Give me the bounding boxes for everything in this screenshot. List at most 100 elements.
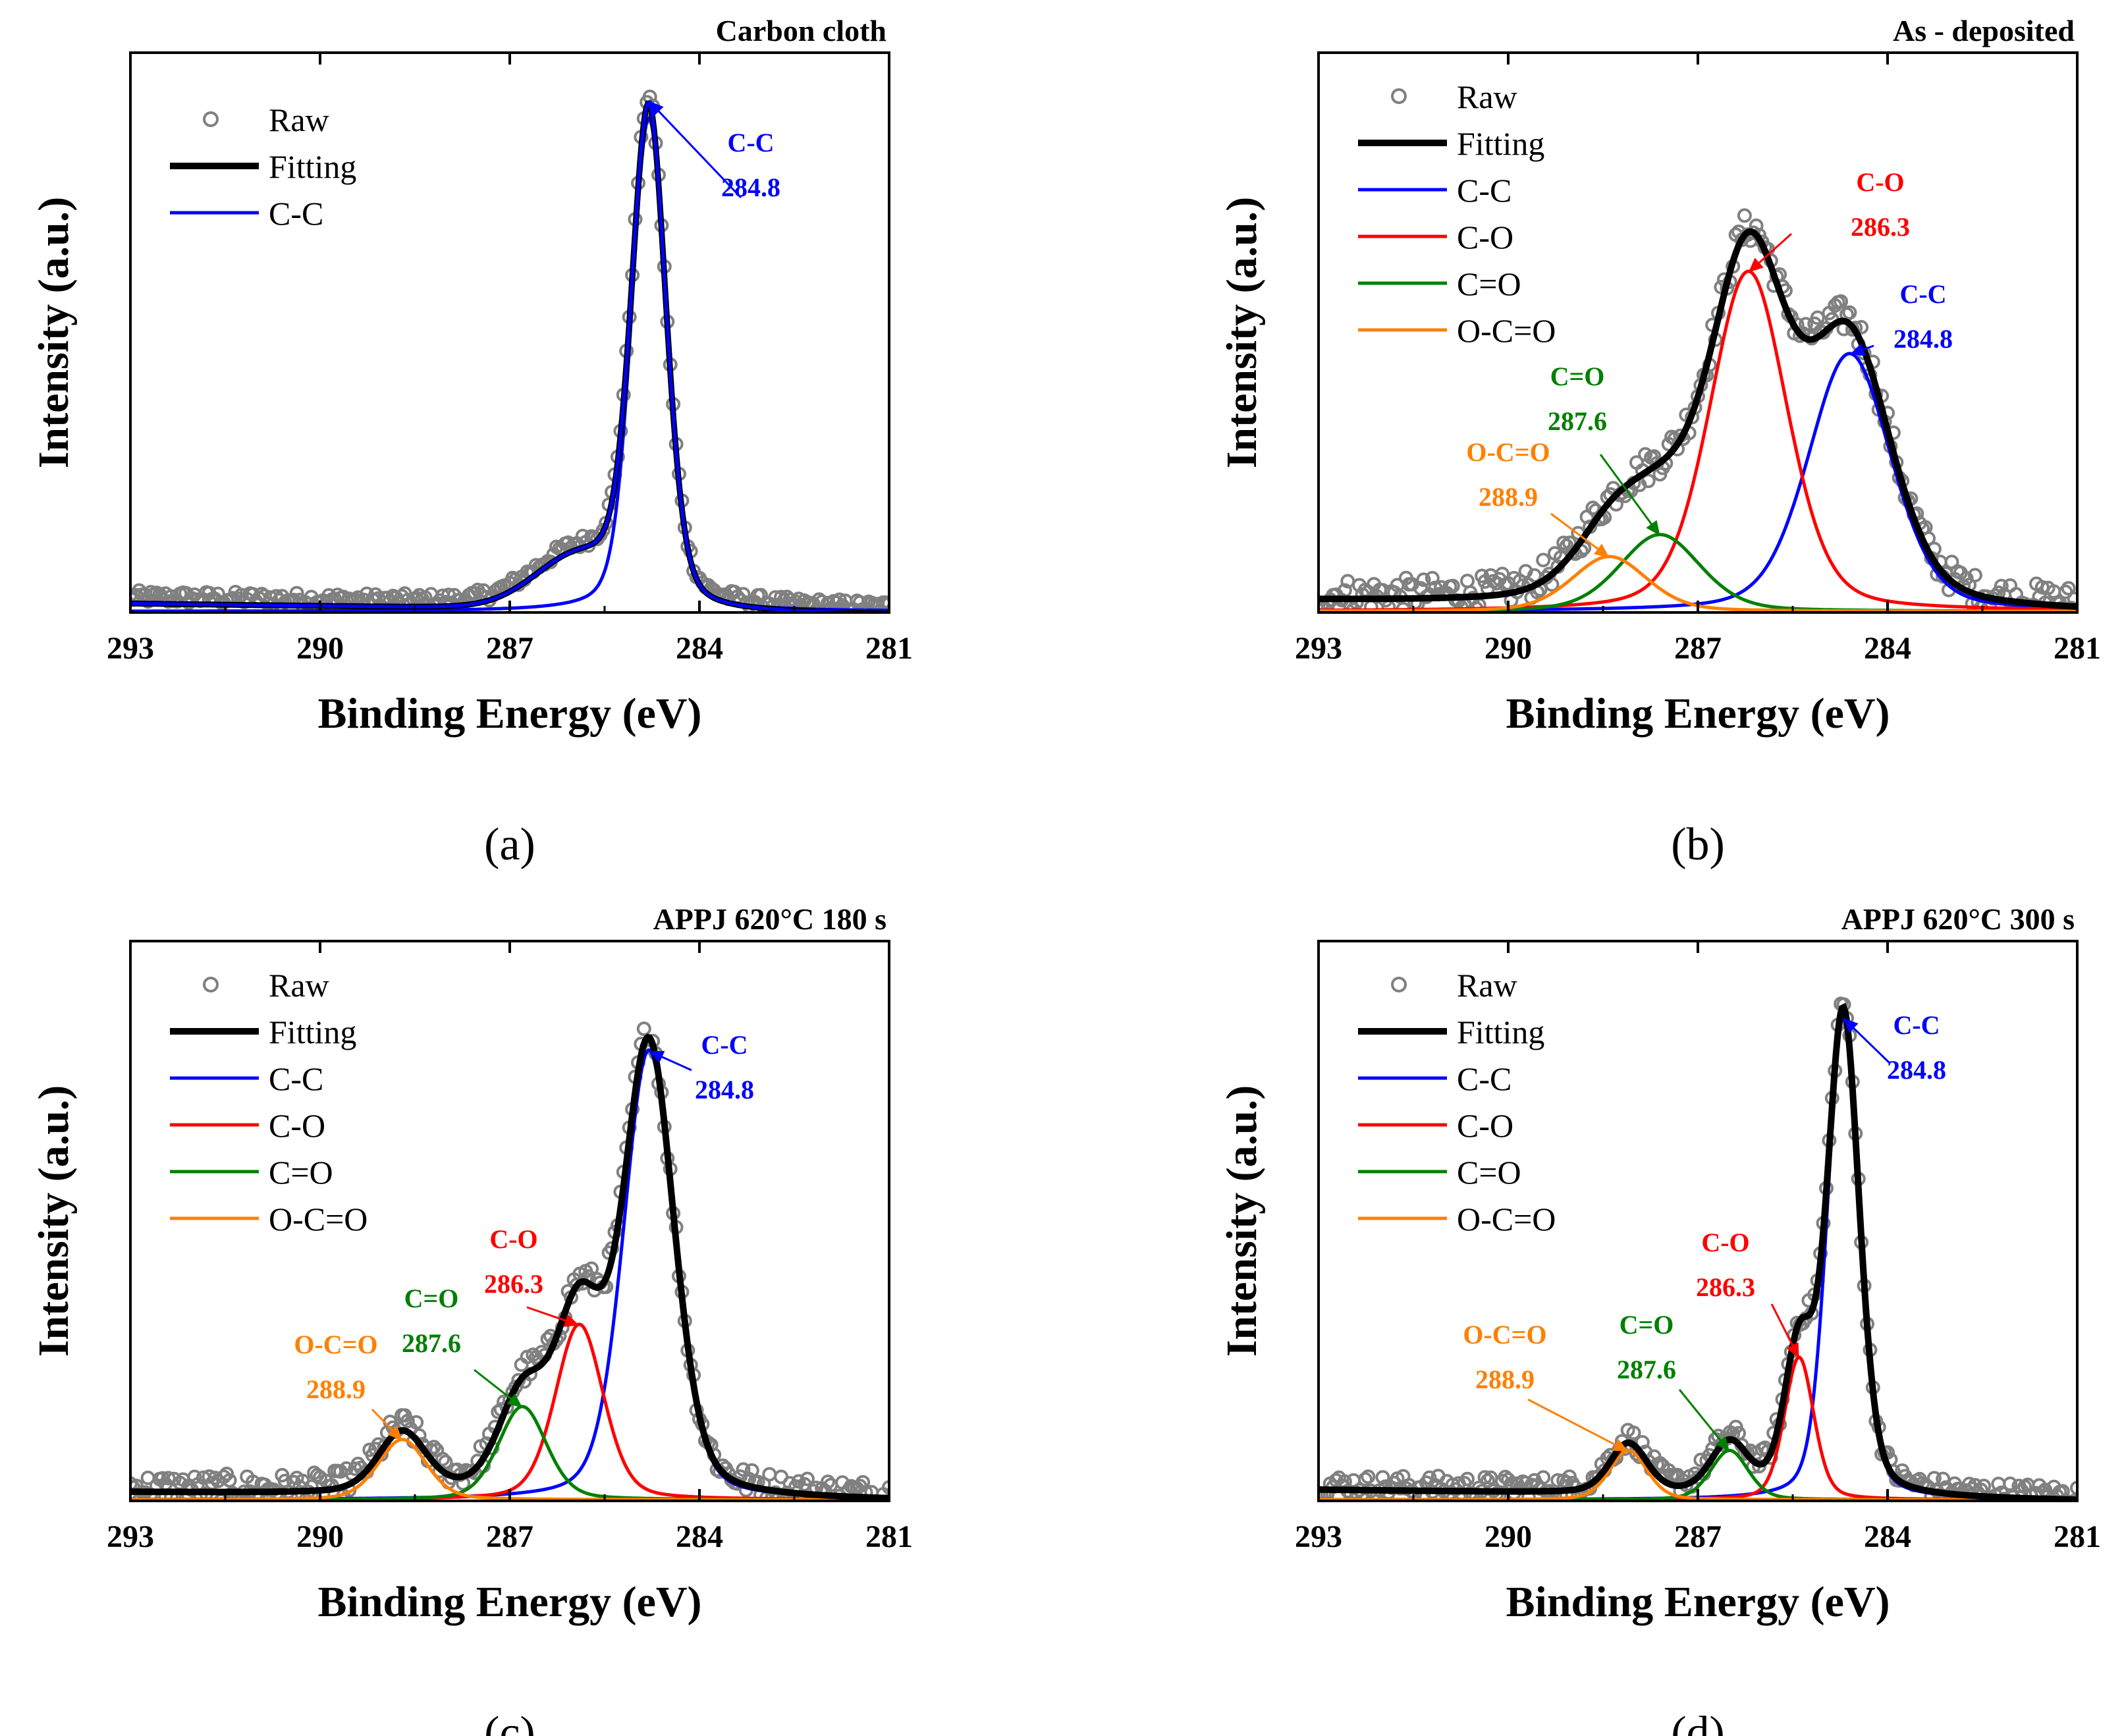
raw-point [1445, 578, 1460, 593]
annotation-value: 287.6 [402, 1328, 461, 1358]
annotation-arrow [648, 100, 742, 199]
annotation-arrowhead [1849, 343, 1866, 356]
raw-point [409, 1415, 424, 1430]
legend-label: O-C=O [1457, 312, 1556, 349]
raw-point [161, 1471, 176, 1486]
peak-annotations: C-C 284.8 C-O 286.3 C=O 287.6 O-C=O 288.9 [294, 1030, 754, 1442]
legend-label: Fitting [1457, 1014, 1544, 1050]
raw-point [2067, 1494, 2077, 1501]
panel-caption: (b) [1671, 819, 1725, 870]
panel-title: APPJ 620°C 180 s [653, 902, 886, 936]
annotation-value: 286.3 [1696, 1272, 1755, 1302]
raw-point [222, 1473, 237, 1488]
peak-annotations: C-C 284.8 C-O 286.3 C=O 287.6 O-C=O 288.9 [1463, 1010, 1946, 1453]
raw-point [1641, 474, 1656, 489]
raw-point [1562, 535, 1577, 551]
raw-point [1967, 568, 1982, 583]
raw-point [1652, 1455, 1668, 1471]
annotation-value: 288.9 [306, 1374, 366, 1404]
annotation-value: 288.9 [1475, 1365, 1535, 1394]
fitting-curve [1319, 228, 2077, 610]
x-tick-label: 281 [865, 631, 913, 666]
legend-marker-raw [1391, 977, 1407, 992]
x-tick-label: 293 [107, 631, 154, 666]
raw-point [1936, 1471, 1951, 1486]
annotation-value: 284.8 [695, 1075, 754, 1104]
raw-point [800, 1471, 815, 1486]
raw-point [2070, 1480, 2077, 1496]
x-axis-label: Binding Energy (eV) [317, 1578, 701, 1626]
annotation-label: O-C=O [1463, 1320, 1546, 1349]
chart-panel-1: 293 290 287 284 281 Binding Energy (eV) Intens… [30, 14, 913, 870]
raw-point [1375, 1470, 1390, 1485]
raw-point [435, 1451, 450, 1467]
legend-label: Raw [269, 967, 329, 1004]
annotation-arrowhead [1843, 1017, 1859, 1033]
annotation-label: C=O [404, 1284, 459, 1313]
legend-label: C-C [269, 1060, 323, 1097]
legend-label: Raw [1457, 78, 1517, 115]
annotation-label: O-C=O [1466, 437, 1550, 467]
raw-point [1994, 578, 2009, 593]
panel-caption: (c) [484, 1708, 535, 1736]
legend-label: Fitting [1457, 125, 1544, 162]
raw-point [1737, 208, 1752, 223]
legend-label: Raw [269, 101, 329, 138]
annotation-label: C-C [1899, 279, 1946, 309]
raw-point [2003, 1477, 2018, 1491]
legend-marker-raw [203, 111, 219, 127]
x-tick-label: 284 [676, 1519, 723, 1554]
raw-point [1416, 572, 1431, 587]
raw-point [1477, 1470, 1492, 1485]
raw-point [144, 585, 158, 600]
x-tick-label: 290 [1484, 1519, 1532, 1554]
legend-label: C-O [1457, 219, 1513, 256]
raw-point [1460, 1471, 1475, 1486]
annotation-arrowhead [506, 1393, 523, 1408]
annotation-label: O-C=O [294, 1330, 377, 1359]
panel-title: Carbon cloth [716, 14, 886, 47]
chart-panel-2: 293 290 287 284 281 Binding Energy (eV) Intens… [1218, 14, 2101, 870]
annotation-label: C-C [701, 1030, 748, 1060]
x-axis-label: Binding Energy (eV) [1506, 1578, 1890, 1626]
legend-label: C=O [1457, 1154, 1521, 1191]
annotation-label: C=O [1620, 1310, 1674, 1340]
annotation-value: 287.6 [1617, 1355, 1676, 1384]
panel-title: As - deposited [1893, 14, 2075, 47]
raw-point [2034, 580, 2050, 595]
legend-label: C=O [1457, 265, 1521, 302]
annotation-arrowhead [1786, 1342, 1799, 1359]
x-tick-label: 293 [107, 1519, 154, 1554]
annotation-label: C-C [727, 128, 774, 157]
raw-point [426, 1440, 441, 1455]
annotation-value: 288.9 [1479, 482, 1538, 512]
x-axis-label: Binding Energy (eV) [317, 690, 701, 738]
y-axis-label: Intensity (a.u.) [30, 197, 78, 469]
legend-label: C-C [1457, 1060, 1511, 1097]
annotation-arrowhead [1748, 258, 1764, 273]
raw-point [882, 596, 889, 611]
x-tick-label: 281 [2054, 1519, 2101, 1554]
annotation-arrowhead [387, 1425, 402, 1441]
raw-point [438, 1454, 453, 1469]
legend-label: O-C=O [269, 1201, 368, 1237]
x-tick-label: 293 [1295, 1519, 1342, 1554]
panel-caption: (a) [484, 819, 535, 870]
x-tick-label: 284 [1864, 1519, 1911, 1554]
legend-label: Raw [1457, 967, 1517, 1004]
x-tick-label: 287 [486, 1519, 533, 1554]
x-tick-label: 290 [1484, 631, 1532, 666]
x-tick-label: 290 [296, 1519, 344, 1554]
raw-point [187, 1469, 202, 1484]
annotation-arrowhead [649, 1050, 665, 1064]
fitting-curve [130, 1033, 889, 1501]
annotation-value: 287.6 [1548, 406, 1607, 436]
peak-annotations: C-O 286.3 C-C 284.8 C=O 287.6O-C=O 288.9 [1466, 167, 1953, 558]
raw-point [1556, 535, 1571, 551]
plot-area [130, 90, 889, 612]
annotation-arrowhead [649, 101, 664, 117]
raw-point [1926, 1471, 1942, 1486]
x-tick-label: 284 [1864, 631, 1911, 666]
raw-point [1585, 501, 1600, 516]
